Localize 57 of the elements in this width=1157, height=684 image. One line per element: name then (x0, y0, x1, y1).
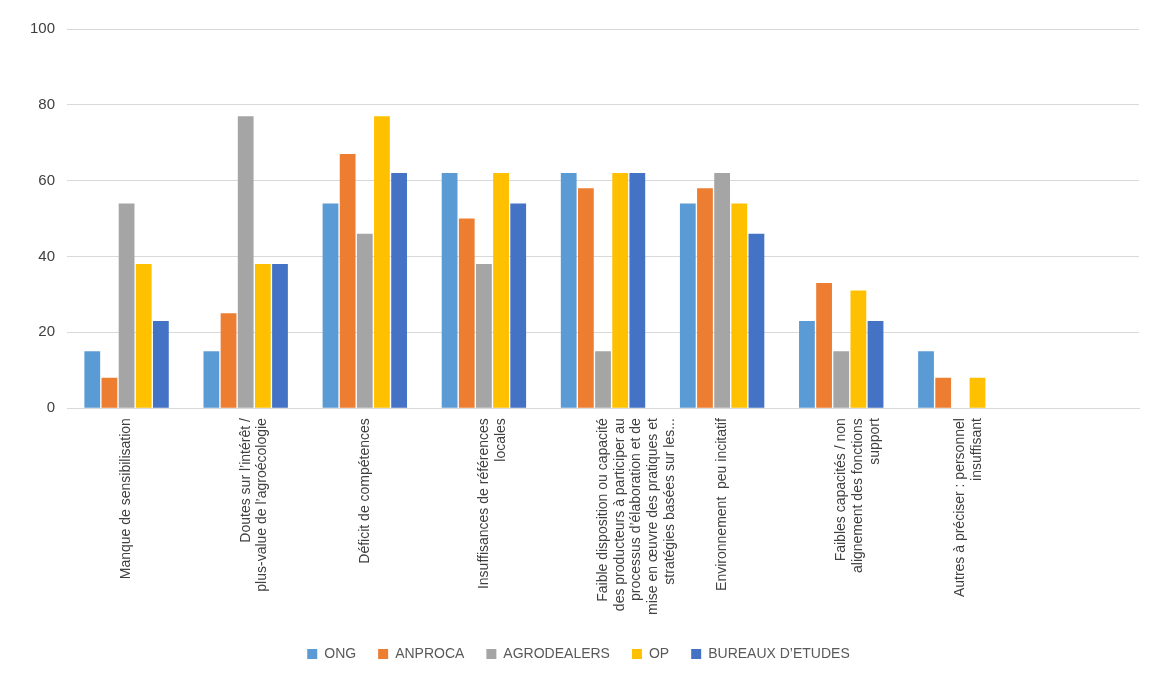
bar (374, 116, 390, 408)
x-tick-label: Manque de sensibilisation (117, 418, 134, 580)
bar (322, 203, 339, 408)
bar (220, 313, 237, 408)
bar (441, 173, 458, 408)
bar (731, 203, 748, 408)
bar (254, 264, 271, 408)
legend-label: AGRODEALERS (503, 644, 610, 661)
bar (560, 173, 577, 408)
bar (612, 173, 629, 408)
bar (356, 233, 373, 408)
bar (458, 218, 475, 408)
bar (84, 351, 101, 408)
legend-label: ANPROCA (395, 644, 466, 661)
y-tick-label: 100 (30, 19, 56, 37)
bar (101, 377, 118, 408)
x-tick-label: Insuffisances de références locales (474, 418, 508, 590)
x-tick-label: Faibles capacités / non alignement des fonctions support (832, 418, 882, 574)
bar (679, 203, 696, 408)
bar (867, 320, 884, 408)
y-tick-label: 40 (38, 246, 56, 264)
bar (237, 116, 254, 408)
bar (629, 173, 646, 408)
bar (816, 283, 832, 408)
bar (476, 264, 492, 408)
bar (595, 351, 611, 408)
bar (272, 264, 288, 408)
bar (799, 320, 815, 408)
bar (935, 377, 952, 408)
y-tick-label: 20 (38, 322, 56, 340)
bar (152, 320, 169, 408)
bar (748, 233, 765, 408)
bar (833, 351, 850, 408)
y-tick-label: 60 (38, 170, 56, 188)
bar (203, 351, 220, 408)
legend-label: BUREAUX D’ETUDES (708, 644, 850, 661)
bar (510, 203, 527, 408)
bar (118, 203, 135, 408)
bar (493, 173, 509, 408)
y-tick-label: 80 (38, 94, 56, 112)
x-tick-label: Faible disposition ou capacité des producteurs à participer au processus d’élaboration et de mise en œuvre des pratiques et stratégies basées sur les... (593, 417, 678, 616)
bar (969, 377, 986, 408)
bar (850, 290, 867, 408)
x-tick-label: Déficit de compétences (355, 418, 372, 564)
x-tick-label: Doutes sur l’intérêt / plus-value de l’agroécologie (236, 417, 270, 592)
legend-label: ONG (324, 644, 357, 661)
bar (697, 188, 713, 408)
bar (135, 264, 152, 408)
x-tick-label: Autres à préciser : personnel insuffisant (951, 418, 984, 598)
legend-label: OP (648, 644, 670, 661)
bar (339, 154, 356, 408)
bar (714, 173, 731, 408)
bar (391, 173, 407, 408)
x-tick-label: Environnement peu incitatif (712, 418, 729, 591)
bar (918, 351, 934, 408)
bar (577, 188, 594, 408)
y-tick-label: 0 (46, 398, 56, 416)
